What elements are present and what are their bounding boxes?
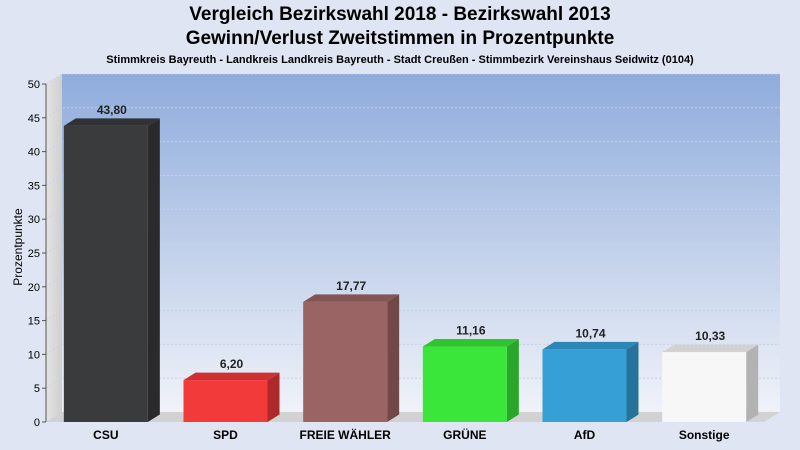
bar-spd [183,372,280,422]
gridline [45,377,780,389]
bar-afd [542,341,639,422]
bar-front [183,380,268,422]
gridline [45,73,780,85]
gridline [45,107,780,119]
bar-csu [63,118,160,423]
bar-grüne [422,339,519,422]
y-tick-label: 20 [28,282,40,294]
bar-top [422,339,519,347]
y-axis-label: Prozentpunkte [11,208,25,286]
y-tick-label: 45 [28,113,40,125]
x-tick-label: SPD [213,428,238,442]
data-label: 17,77 [336,279,366,293]
y-tick-label: 25 [28,248,40,260]
data-label: 10,74 [575,326,605,340]
chart-subtitle: Gewinn/Verlust Zweitstimmen in Prozentpu… [185,28,615,49]
gridline [45,276,780,288]
bar-top [542,341,639,350]
chart-caption: Stimmkreis Bayreuth - Landkreis Landkrei… [106,54,694,66]
gridline [45,310,780,322]
bar-side [147,118,160,423]
gridline [45,208,780,220]
y-tick-label: 15 [28,316,40,328]
y-tick-label: 5 [34,383,40,395]
bar-top [662,344,759,353]
bar-side [746,344,759,422]
y-tick-label: 10 [28,349,40,361]
x-tick-label: GRÜNE [443,427,486,442]
bar-side [506,339,519,422]
gridline [45,174,780,186]
y-tick-label: 35 [28,180,40,192]
y-tick-label: 50 [28,79,40,91]
bar-sonstige [662,344,759,422]
gridline [45,343,780,355]
bar-side [267,372,280,422]
data-label: 43,80 [97,103,127,117]
bar-top [63,118,160,126]
bar-front [542,349,627,422]
y-tick-label: 0 [34,417,40,429]
gridline [45,242,780,254]
bar-top [183,372,280,381]
bar-front [662,352,747,422]
bar-top [303,294,400,302]
x-tick-label: CSU [93,428,118,442]
x-tick-label: FREIE WÄHLER [299,427,391,442]
bar-side [387,294,400,422]
x-tick-label: Sonstige [679,428,730,442]
gridline [45,141,780,153]
chart-title: Vergleich Bezirkswahl 2018 - Bezirkswahl… [189,4,611,25]
bar-front [63,125,148,423]
bar-freie-wähler [303,294,400,422]
y-tick-label: 40 [28,147,40,159]
data-label: 11,16 [456,324,486,338]
data-label: 10,33 [695,329,725,343]
y-tick-label: 30 [28,214,40,226]
bar-side [626,341,639,422]
bar-front [303,301,388,422]
data-label: 6,20 [220,357,244,371]
x-tick-label: AfD [574,428,596,442]
bar-front [422,346,507,422]
